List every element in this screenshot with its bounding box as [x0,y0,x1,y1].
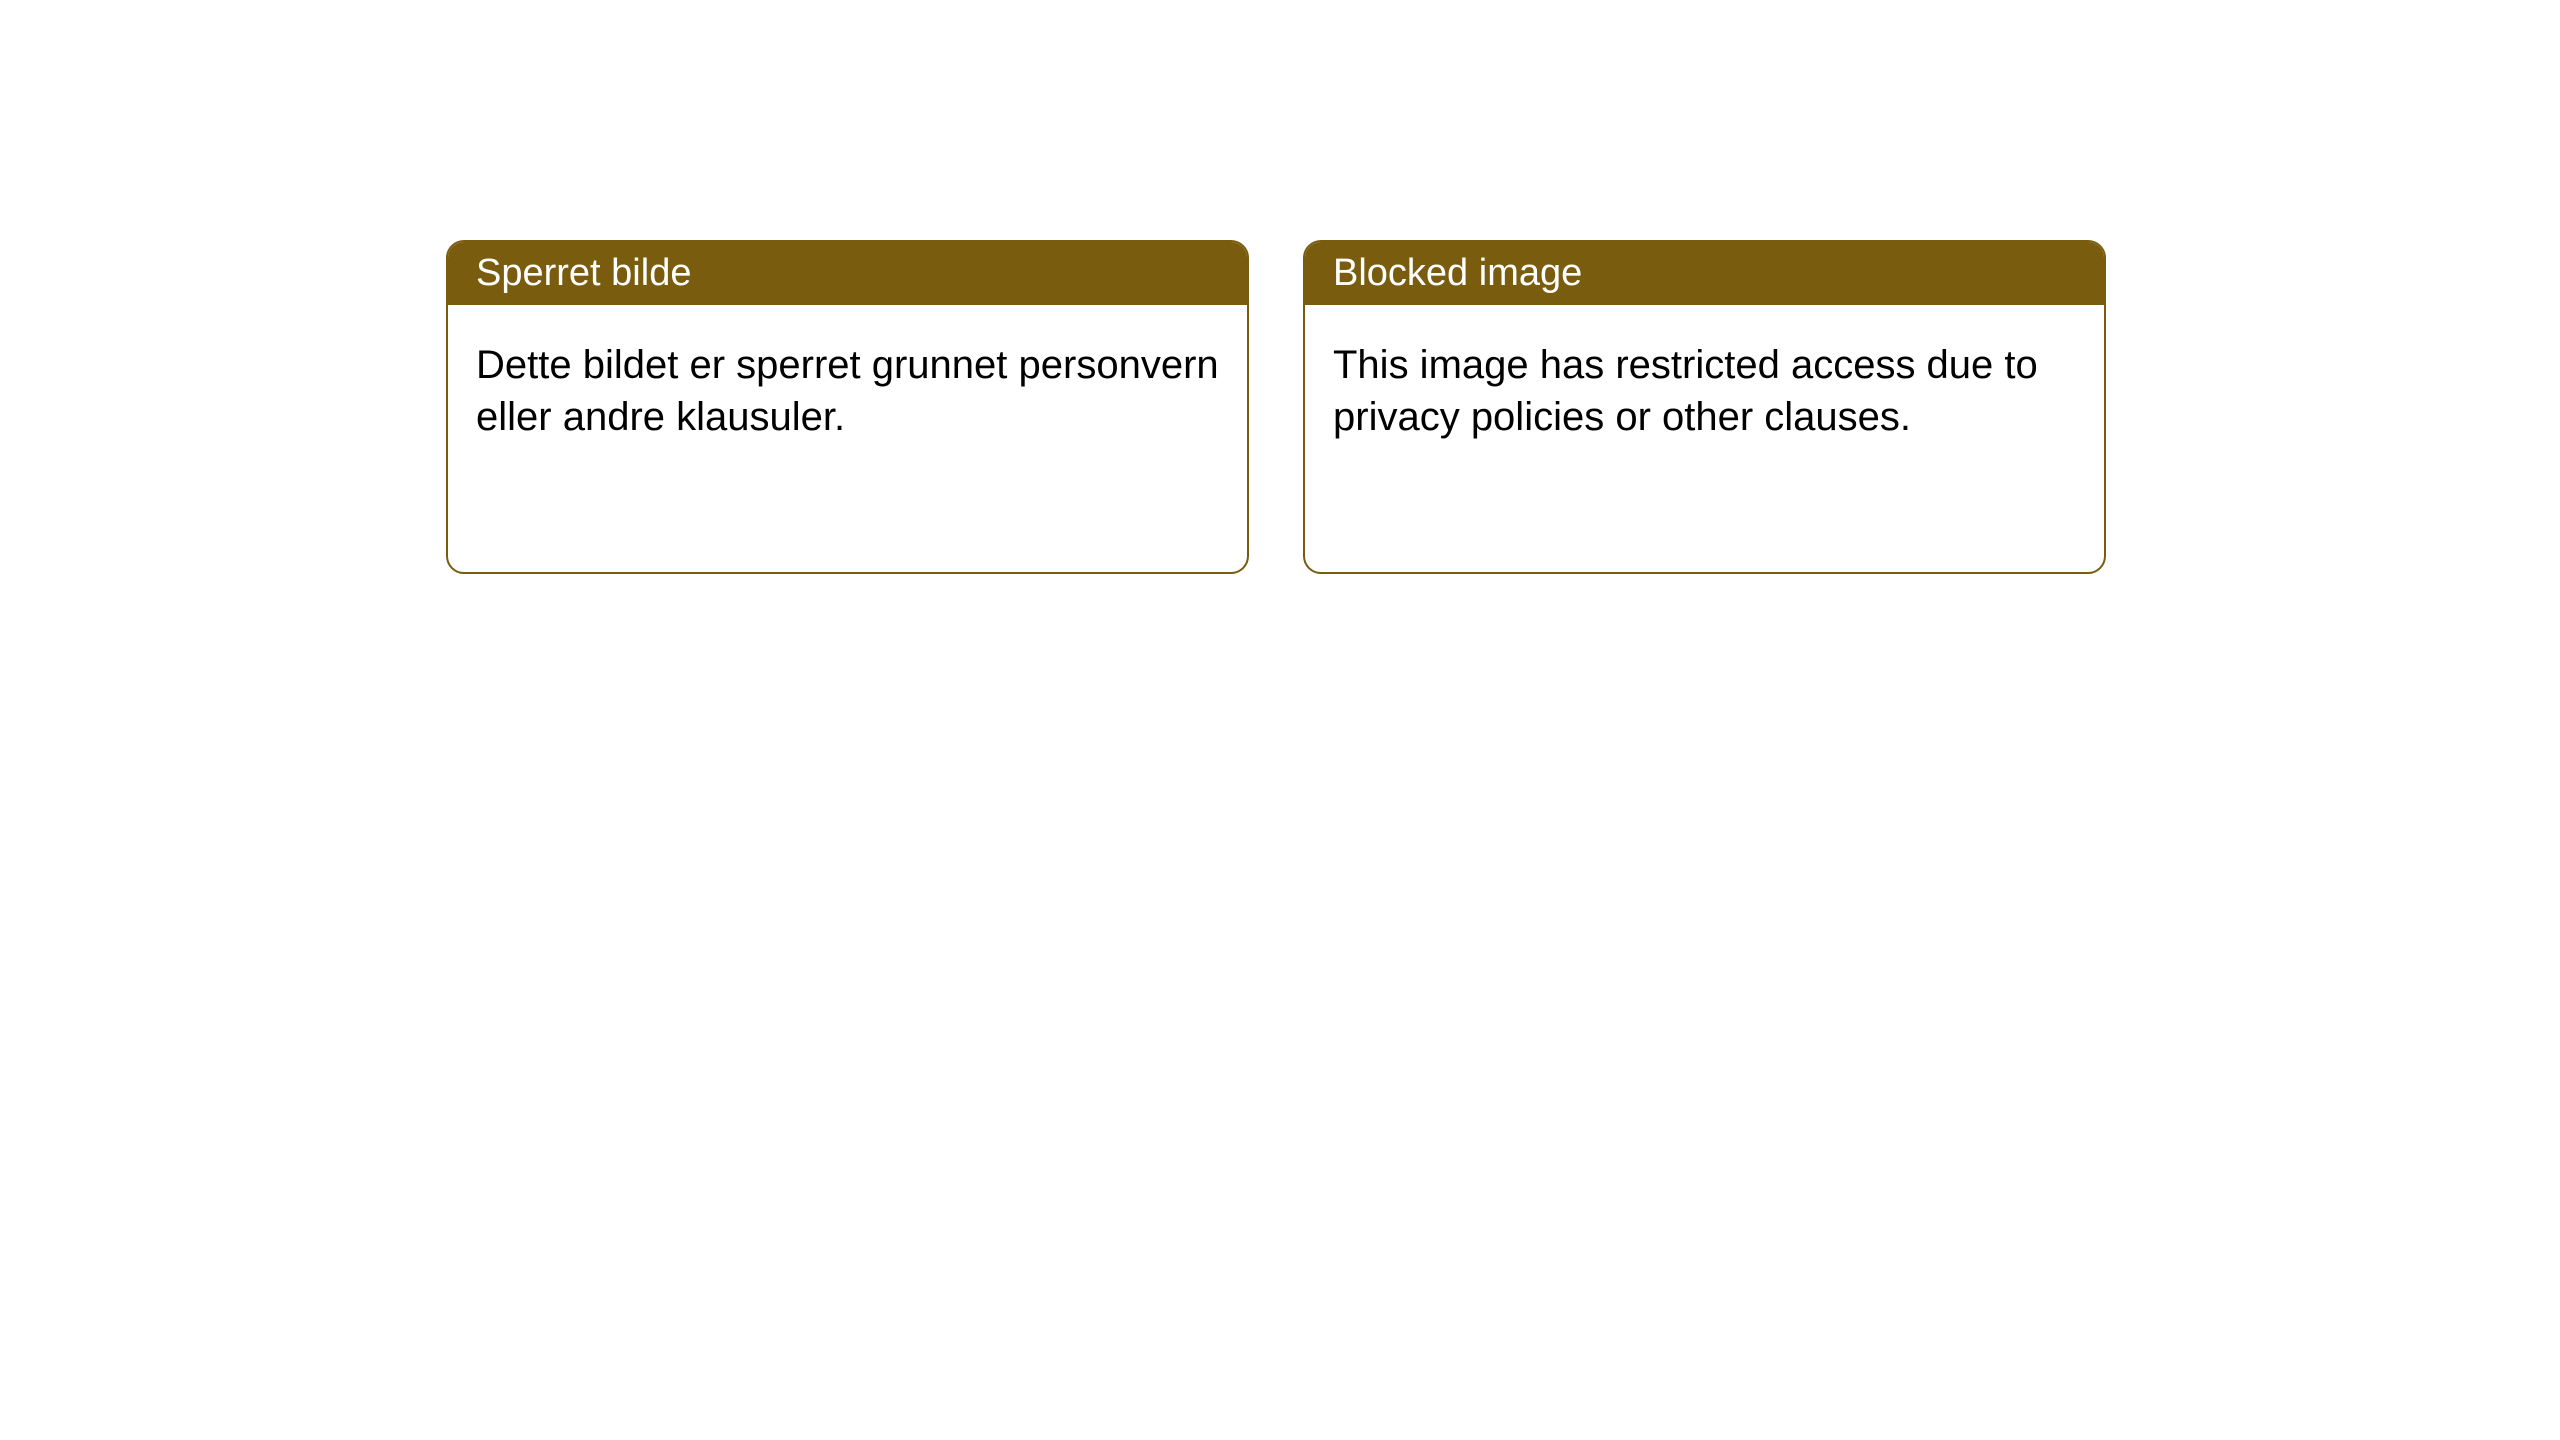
notice-body: This image has restricted access due to … [1305,305,2104,477]
notice-title: Sperret bilde [476,252,691,294]
notice-title: Blocked image [1333,252,1582,294]
notice-header: Sperret bilde [448,242,1247,305]
notice-card-norwegian: Sperret bilde Dette bildet er sperret gr… [446,240,1249,574]
notice-card-english: Blocked image This image has restricted … [1303,240,2106,574]
notice-container: Sperret bilde Dette bildet er sperret gr… [0,0,2560,574]
notice-text: Dette bildet er sperret grunnet personve… [476,343,1219,439]
notice-text: This image has restricted access due to … [1333,343,2038,439]
notice-header: Blocked image [1305,242,2104,305]
notice-body: Dette bildet er sperret grunnet personve… [448,305,1247,477]
